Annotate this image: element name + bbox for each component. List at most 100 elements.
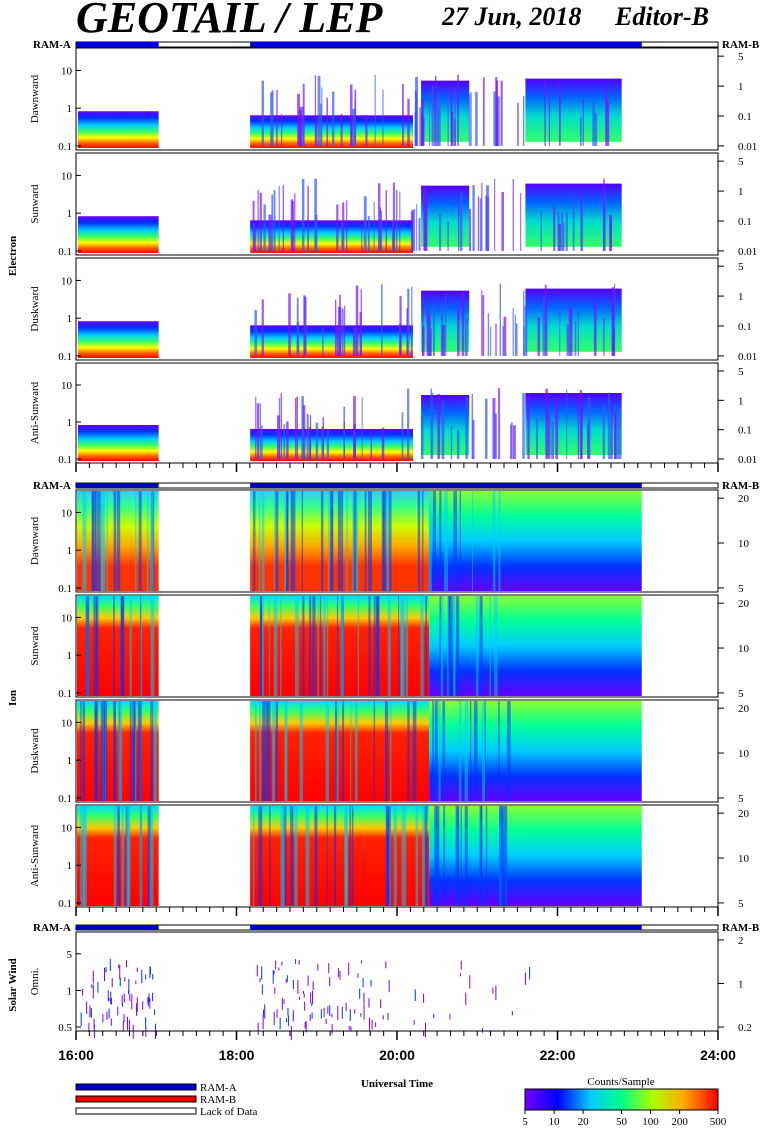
ion-anti-sunward-streak (326, 806, 328, 906)
ion-duskward-streak (335, 701, 339, 801)
ion-dawnward-streak (84, 491, 87, 591)
ion-dawnward-streak (439, 491, 442, 591)
solar-wind-omni-mark (261, 966, 263, 980)
solar-wind-omni-mark (328, 963, 330, 974)
solar-wind-omni-mark (524, 972, 526, 985)
electron-anti-sunward-streak (609, 415, 612, 459)
ion-anti-sunward-streak (139, 806, 143, 906)
solar-wind-omni-mark (145, 1017, 147, 1029)
ion-anti-sunward-streak (121, 806, 124, 906)
ion-dawnward-streak (432, 491, 437, 591)
electron-panel-frame (75, 152, 719, 256)
electron-sunward-streak (263, 204, 266, 251)
electron-sunward-streak (395, 189, 398, 251)
solar-wind-omni-mark (90, 1008, 92, 1018)
solarwind-ram-a-bar (76, 925, 159, 930)
solar-wind-omni-mark (309, 1014, 311, 1022)
solar-wind-omni-mark (97, 982, 99, 993)
electron-duskward-streak (574, 321, 577, 356)
ion-panel-frame (75, 594, 719, 698)
ion-panel-ytick-label: 0.1 (58, 898, 72, 910)
ion-anti-sunward-streak (349, 806, 351, 906)
ion-duskward-streak (412, 701, 417, 801)
electron-dawnward-streak (340, 114, 343, 146)
electron-dawnward-streak (407, 98, 410, 146)
electron-anti-sunward-streak (430, 388, 432, 459)
solar-wind-omni-mark (276, 1009, 278, 1018)
solar-wind-omni-mark (154, 1009, 156, 1015)
ion-anti-sunward-streak (252, 806, 255, 906)
solar-wind-omni-mark (329, 977, 331, 987)
solar-wind-omni-mark (125, 960, 127, 968)
ion-panel-ytick-right-label: 5 (738, 688, 744, 700)
solar-wind-omni-mark (495, 985, 497, 1001)
ion-sunward-streak (280, 596, 282, 696)
electron-anti-sunward-streak (484, 398, 488, 459)
ion-anti-sunward-streak (389, 806, 391, 906)
ion-anti-sunward-streak (421, 806, 426, 906)
solar-wind-omni-mark (327, 1006, 329, 1014)
electron-anti-sunward-streak (611, 400, 613, 459)
ion-duskward-streak (254, 701, 257, 801)
electron-panel-label: Duskward (29, 286, 41, 332)
electron-sunward-streak (479, 198, 482, 251)
electron-dawnward-streak (354, 100, 356, 146)
solar-wind-omni-mark (123, 1014, 125, 1023)
electron-anti-sunward-streak (302, 405, 306, 459)
solar-wind-panel-ytick-right-label: 0.2 (738, 1022, 752, 1034)
solar-wind-omni-mark (285, 979, 287, 984)
solar-wind-omni-mark (118, 964, 120, 969)
ion-anti-sunward-streak (401, 806, 403, 906)
electron-anti-sunward-streak (547, 412, 551, 459)
electron-duskward-streak (344, 305, 346, 356)
ion-dawnward-streak (150, 491, 154, 591)
ion-panel-ytick-right-label: 20 (738, 703, 750, 715)
ion-duskward-streak (137, 701, 142, 801)
solar-wind-panel-ytick-label: 0.5 (58, 1022, 72, 1034)
ion-dawnward-streak (320, 491, 324, 591)
ion-panel-ytick-label: 0.1 (58, 583, 72, 595)
electron-duskward-streak (399, 295, 402, 356)
electron-dawnward-streak (352, 108, 356, 146)
ion-duskward-streak (272, 701, 276, 801)
solar-wind-omni-mark (350, 1026, 352, 1032)
ion-sunward-streak (448, 596, 453, 696)
ion-sunward-streak (368, 596, 371, 696)
electron-anti-sunward-streak (431, 392, 434, 459)
ion-duskward-streak (350, 701, 352, 801)
ion-sunward-streak (489, 596, 492, 696)
electron-anti-sunward-streak (361, 397, 363, 459)
electron-dawnward-streak (402, 83, 404, 146)
solar-wind-omni-mark (285, 1018, 287, 1023)
solar-wind-omni-mark (303, 993, 305, 998)
ion-anti-sunward-streak (126, 806, 131, 906)
ion-anti-sunward-streak (503, 806, 508, 906)
electron-anti-sunward-streak (471, 394, 474, 459)
ion-sunward-streak (405, 596, 409, 696)
electron-panel-ytick-right-label: 1 (738, 395, 744, 407)
electron-panel-ytick-right-label: 5 (738, 261, 744, 273)
ion-anti-sunward-streak (315, 806, 318, 906)
solar-wind-omni-mark (492, 987, 494, 994)
ion-dawnward-streak (382, 491, 387, 591)
ion-duskward-streak (284, 701, 288, 801)
electron-sunward-streak (565, 212, 568, 251)
ion-sunward-spectrum-block (250, 596, 430, 696)
ion-sunward-streak (312, 596, 316, 696)
electron-duskward-streak (457, 307, 460, 356)
ion-dawnward-spectrum-block (429, 491, 642, 591)
electron-anti-sunward-streak (579, 390, 583, 459)
electron-anti-sunward-streak (286, 421, 289, 459)
electron-dawnward-streak (482, 77, 485, 146)
electron-duskward-streak (546, 315, 548, 356)
ion-anti-sunward-streak (351, 806, 354, 906)
ion-duskward-streak (82, 701, 86, 801)
ion-sunward-streak (479, 596, 483, 696)
ion-duskward-streak (432, 701, 434, 801)
solar-wind-omni-mark (259, 978, 261, 983)
solar-wind-omni-mark (320, 1009, 322, 1019)
electron-anti-sunward-streak (309, 426, 311, 459)
electron-duskward-streak (288, 293, 291, 356)
electron-duskward-streak (613, 283, 616, 356)
